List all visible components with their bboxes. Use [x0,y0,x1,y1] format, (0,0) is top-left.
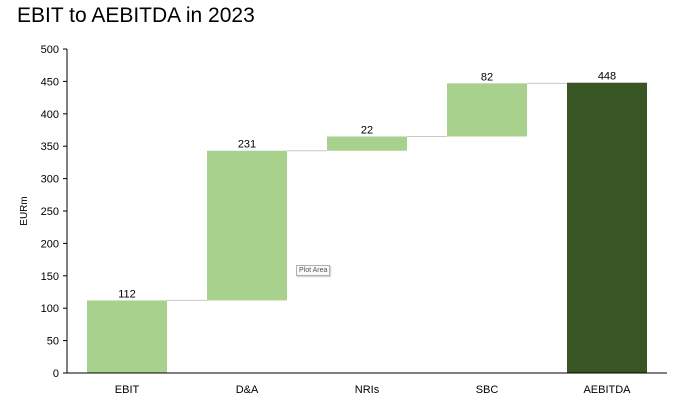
y-tick-label: 300 [41,174,59,186]
y-tick-label: 100 [41,303,59,315]
y-tick-label: 500 [41,44,59,56]
data-label: 448 [598,71,616,83]
x-tick-label: NRIs [355,384,380,396]
y-tick-label: 250 [41,206,59,218]
data-label: 82 [481,71,493,83]
y-tick-label: 450 [41,76,59,88]
bar-aebitda [567,82,647,374]
y-tick-label: 400 [41,109,59,121]
y-axis-label: EURm [19,196,30,225]
x-tick-label: EBIT [115,384,140,396]
y-tick-label: 200 [41,238,59,250]
y-tick-label: 150 [41,271,59,283]
data-label: 112 [118,288,136,300]
x-tick-label: D&A [236,384,259,396]
bar-nris [327,136,407,151]
y-tick-label: 350 [41,141,59,153]
y-tick-label: 50 [47,336,59,348]
x-tick-label: AEBITDA [583,384,631,396]
data-label: 22 [361,124,373,136]
x-tick-label: SBC [476,384,499,396]
bar-ebit [87,300,167,373]
bar-sbc [447,83,527,137]
chart-title: EBIT to AEBITDA in 2023 [17,4,255,27]
bar-d-a [207,150,287,301]
plot-area-tooltip: Plot Area [296,265,331,276]
y-tick-label: 0 [53,368,59,380]
data-label: 231 [238,139,256,151]
